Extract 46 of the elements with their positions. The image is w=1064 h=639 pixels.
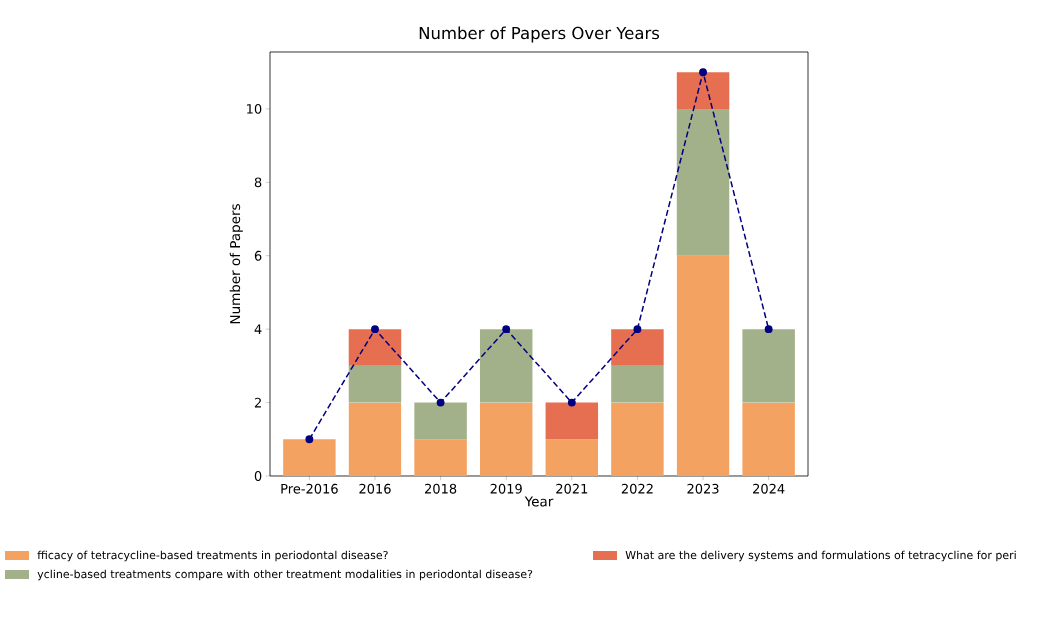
point	[371, 325, 379, 334]
bar	[348, 402, 402, 476]
y-tick-label: 0	[254, 471, 262, 481]
y-tick-label: 2	[254, 397, 261, 408]
x-tick-label: 2018	[425, 483, 457, 494]
bar	[611, 402, 664, 476]
point	[502, 325, 511, 334]
x-tick-label: 2022	[621, 483, 653, 494]
y-tick-label: 6	[254, 250, 262, 261]
point	[567, 398, 576, 407]
y-tick-label: 8	[254, 177, 262, 188]
y-axis-title: Number of Papers	[229, 204, 243, 324]
bar	[676, 255, 730, 476]
y-tick-label: 4	[254, 324, 262, 334]
x-tick-label: 2016	[359, 483, 391, 494]
bar	[611, 329, 664, 366]
point	[436, 398, 445, 407]
bar	[611, 365, 664, 403]
x-tick-label: Pre-2016	[281, 483, 338, 494]
bar	[414, 402, 467, 440]
bar	[676, 108, 730, 256]
bar	[545, 439, 599, 476]
y-tick-label: 10	[247, 103, 262, 114]
x-tick-label: 2021	[556, 483, 588, 494]
legend-label: fficacy of tetracycline-based treatments in periodontal disease?	[37, 550, 388, 562]
bar	[283, 439, 336, 476]
legend-label: ycline-based treatments compare with other treatment modalities in periodontal disease?	[37, 569, 533, 581]
bar	[545, 402, 599, 440]
point	[305, 435, 314, 444]
point	[699, 68, 707, 77]
x-tick-label: 2024	[753, 483, 785, 494]
x-tick-label: 2023	[687, 483, 719, 494]
x-axis-title: Year	[524, 496, 554, 507]
point	[633, 325, 642, 334]
bar	[479, 402, 533, 476]
chart-title: Number of Papers Over Years	[419, 26, 660, 43]
bar	[414, 439, 467, 476]
bar	[479, 329, 533, 403]
point	[764, 325, 773, 334]
x-tick-label: 2019	[490, 483, 522, 494]
bar	[676, 72, 730, 109]
bar	[742, 329, 795, 403]
bar	[348, 365, 402, 403]
legend-label: What are the delivery systems and formulations of tetracycline for peri	[625, 550, 1016, 562]
bar	[742, 402, 795, 476]
bar	[348, 329, 402, 366]
